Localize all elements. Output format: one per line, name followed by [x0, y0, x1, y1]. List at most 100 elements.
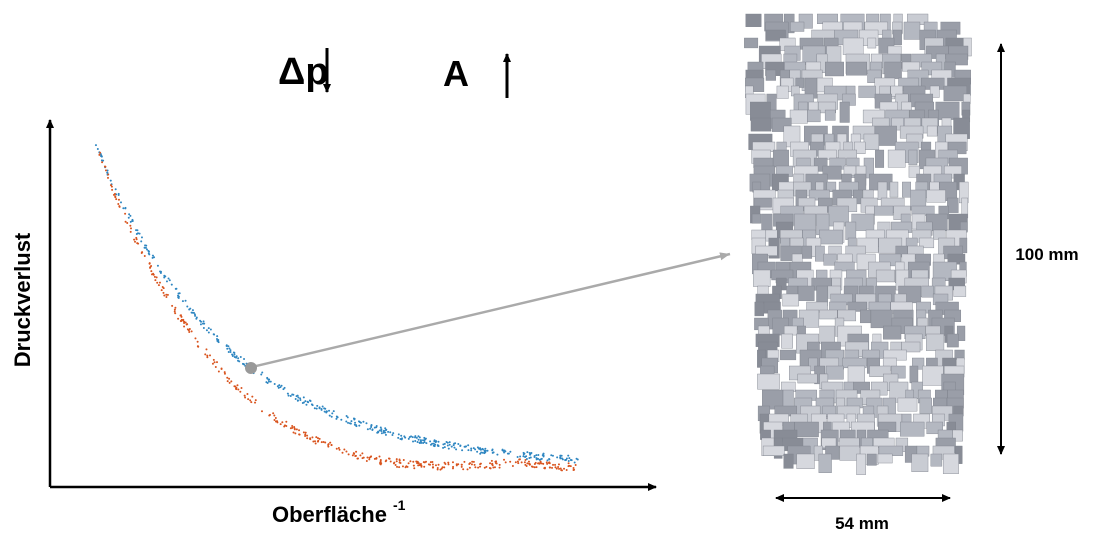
- dot: [567, 455, 569, 457]
- dot: [430, 444, 432, 446]
- dot: [295, 398, 297, 400]
- dot: [275, 420, 277, 422]
- dot: [546, 459, 548, 461]
- dot: [505, 461, 507, 463]
- dot: [237, 389, 239, 391]
- dot: [398, 466, 400, 468]
- block: [825, 62, 844, 76]
- dot: [470, 447, 472, 449]
- dot: [573, 467, 575, 469]
- dot: [467, 468, 469, 470]
- dot: [303, 401, 305, 403]
- dot: [189, 328, 191, 330]
- dot: [333, 410, 335, 412]
- dot: [297, 396, 299, 398]
- dot: [509, 451, 511, 453]
- dot: [417, 441, 419, 443]
- dot: [299, 434, 301, 436]
- dot: [174, 309, 176, 311]
- dot: [362, 421, 364, 423]
- dot: [399, 462, 401, 464]
- dot: [444, 443, 446, 445]
- dot: [324, 408, 326, 410]
- dot: [402, 465, 404, 467]
- dot: [130, 231, 132, 233]
- block: [844, 166, 856, 175]
- dot: [406, 466, 408, 468]
- dot: [467, 444, 469, 446]
- dot: [535, 454, 537, 456]
- dot: [439, 469, 441, 471]
- dot: [413, 465, 415, 467]
- dot: [311, 403, 313, 405]
- dot: [247, 398, 249, 400]
- dot: [447, 442, 449, 444]
- dot: [239, 391, 241, 393]
- dot: [162, 286, 164, 288]
- dot: [463, 461, 465, 463]
- dot: [331, 416, 333, 418]
- block: [876, 270, 895, 282]
- dot: [347, 422, 349, 424]
- dot: [385, 429, 387, 431]
- dot: [114, 195, 116, 197]
- dot: [118, 199, 120, 201]
- dot: [560, 467, 562, 469]
- dot: [424, 461, 426, 463]
- dot: [529, 454, 531, 456]
- dot: [560, 469, 562, 471]
- dot: [250, 401, 252, 403]
- dot: [537, 462, 539, 464]
- block: [755, 302, 764, 316]
- dot: [315, 443, 317, 445]
- dot: [115, 198, 117, 200]
- dot: [559, 455, 561, 457]
- dot: [461, 464, 463, 466]
- dot: [546, 463, 548, 465]
- dot: [370, 426, 372, 428]
- dot: [380, 428, 382, 430]
- block: [954, 286, 966, 297]
- block: [922, 366, 943, 385]
- dot: [442, 447, 444, 449]
- dot: [345, 420, 347, 422]
- dot: [380, 463, 382, 465]
- dot: [291, 425, 293, 427]
- dot: [356, 458, 358, 460]
- dot: [215, 366, 217, 368]
- dot: [471, 461, 473, 463]
- dot: [350, 420, 352, 422]
- dot: [568, 460, 570, 462]
- dot: [107, 177, 109, 179]
- dot: [336, 448, 338, 450]
- block: [790, 22, 804, 31]
- dot: [159, 282, 161, 284]
- dot: [185, 300, 187, 302]
- block: [927, 190, 946, 202]
- dot: [285, 421, 287, 423]
- dot: [367, 457, 369, 459]
- dot: [355, 451, 357, 453]
- dot: [572, 469, 574, 471]
- dot: [120, 201, 122, 203]
- block: [883, 326, 901, 339]
- dot: [305, 432, 307, 434]
- dot: [491, 463, 493, 465]
- dot: [273, 414, 275, 416]
- dot: [208, 327, 210, 329]
- dot: [212, 363, 214, 365]
- block: [784, 326, 797, 335]
- dot: [423, 466, 425, 468]
- dot: [558, 468, 560, 470]
- dot: [111, 186, 113, 188]
- block: [910, 366, 918, 383]
- dot: [206, 356, 208, 358]
- dot: [444, 463, 446, 465]
- dot: [183, 322, 185, 324]
- dot: [124, 207, 126, 209]
- dot: [530, 457, 532, 459]
- block: [750, 102, 770, 120]
- dot: [299, 399, 301, 401]
- dot: [385, 459, 387, 461]
- y-axis-label: Druckverlust: [10, 232, 35, 367]
